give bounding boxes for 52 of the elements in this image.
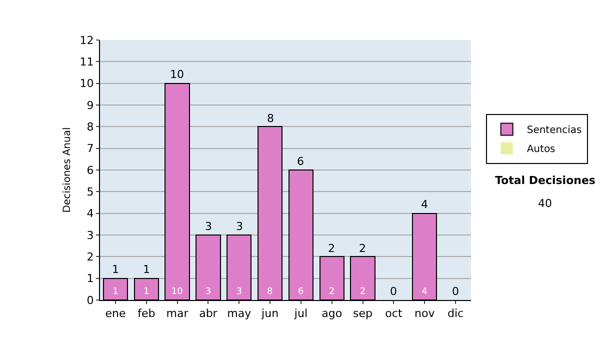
y-tick-label: 10 (80, 77, 94, 90)
x-tick-label: nov (414, 307, 436, 320)
data-label: 4 (422, 287, 428, 297)
x-tick-label: dic (447, 307, 464, 320)
total-label: 3 (236, 220, 243, 233)
y-tick-label: 1 (86, 272, 94, 286)
total-label: 6 (297, 155, 304, 168)
total-label: 4 (421, 198, 428, 211)
x-tick-label: mar (166, 307, 189, 320)
x-tick-label: jun (260, 307, 279, 320)
y-tick-label: 11 (80, 56, 94, 69)
x-tick-label: may (227, 307, 252, 320)
data-label: 8 (267, 287, 274, 297)
y-tick-label: 8 (86, 120, 94, 134)
x-tick-label: jul (293, 307, 308, 320)
data-label: 6 (298, 287, 304, 297)
total-label: 2 (328, 242, 335, 255)
data-label: 2 (329, 287, 335, 297)
x-tick-label: oct (385, 307, 403, 320)
y-tick-label: 0 (86, 294, 94, 307)
y-tick-label: 7 (86, 142, 94, 156)
total-label: 10 (170, 68, 184, 81)
total-label: 3 (205, 220, 212, 233)
data-label: 3 (205, 287, 212, 297)
text: Total Decisiones (495, 174, 596, 187)
total-label: 0 (390, 285, 397, 298)
x-tick-label: feb (138, 307, 156, 320)
y-tick-label: 3 (86, 228, 94, 242)
total-label: 8 (267, 112, 274, 125)
y-tick-label: 12 (80, 34, 94, 47)
total-label: 1 (143, 263, 150, 276)
y-tick-label: 2 (86, 250, 94, 264)
y-tick-label: 6 (86, 164, 94, 177)
x-tick-label: abr (199, 307, 218, 320)
x-tick-label: sep (353, 307, 373, 320)
x-tick-label: ago (322, 307, 342, 320)
data-label: 1 (144, 287, 150, 297)
y-tick-label: 9 (86, 98, 94, 112)
data-label: 1 (112, 287, 118, 297)
total-label: 2 (359, 242, 366, 255)
data-label: 2 (360, 287, 366, 297)
y-tick-label: 5 (86, 186, 94, 199)
data-label: 10 (171, 287, 184, 297)
x-tick-label: ene (105, 307, 126, 320)
legend-label: Sentencias (526, 125, 582, 136)
total-label: 0 (452, 285, 459, 298)
text: 40 (538, 197, 552, 210)
y-tick-label: 4 (86, 207, 94, 220)
y-axis-title: Decisiones Anual (62, 127, 73, 213)
legend-label: Autos (526, 144, 556, 156)
data-label: 3 (236, 287, 242, 297)
total-label: 1 (112, 263, 119, 276)
